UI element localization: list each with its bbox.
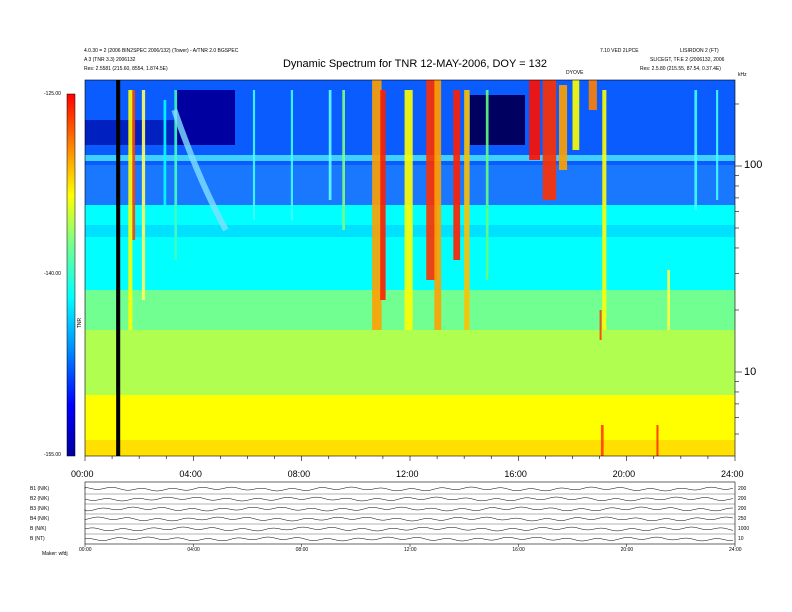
- footer-maker: Maker: wfdj: [42, 551, 68, 557]
- y-axis-ticks: [735, 103, 742, 435]
- burst-streak: [174, 90, 178, 260]
- burst-streak: [132, 90, 136, 240]
- bottom-panel-label: B1 (N/K): [30, 486, 50, 492]
- bottom-panel-right-value: 250: [738, 516, 747, 522]
- burst-streak: [141, 90, 146, 300]
- burst-streak: [529, 80, 540, 160]
- colorbar-tick-top: -125.00: [44, 91, 61, 97]
- bottom-panel-right-value: 200: [738, 486, 747, 492]
- colorbar-label: TNR: [77, 317, 84, 329]
- y-tick-100: 100: [744, 159, 763, 171]
- burst-streak: [485, 90, 489, 280]
- burst-streak: [599, 310, 602, 340]
- x-tick-label: 20:00: [612, 469, 636, 479]
- header-right-line4: Res: 2.5.80 (215.55, 87.54, 0.37.4E): [640, 66, 721, 72]
- burst-streak: [453, 90, 461, 260]
- colorbar-tick-mid: -140.00: [44, 271, 61, 277]
- x-tick-label: 16:00: [504, 469, 527, 479]
- header-right-line3: SLICEGT, TF.E 2 (2006132, 2006: [650, 57, 725, 63]
- bottom-panels-frame: [84, 481, 736, 545]
- bottom-panel-right-value: 10: [738, 536, 744, 542]
- burst-streak: [290, 90, 293, 220]
- burst-streak: [694, 90, 698, 210]
- bottom-panel-label: B2 (N/K): [30, 496, 50, 502]
- burst-streak: [542, 80, 557, 200]
- header-right-line2: LISIRDON 2 (FT): [680, 48, 719, 54]
- burst-streak: [342, 90, 345, 230]
- bottom-panel-trace: [84, 496, 734, 502]
- burst-streak: [404, 90, 413, 330]
- x-tick-label: 12:00: [396, 469, 419, 479]
- x-tick-label: 04:00: [179, 469, 202, 479]
- bottom-panel-label: B4 (N/K): [30, 516, 50, 522]
- burst-streak: [434, 80, 442, 330]
- burst-streak: [667, 270, 670, 330]
- bottom-x-tick-label: 00:00: [79, 547, 92, 553]
- burst-streak: [252, 90, 256, 220]
- bottom-x-tick-label: 08:00: [295, 547, 309, 553]
- band-yellow-bottom-edge: [85, 440, 735, 456]
- bottom-x-tick-label: 24:00: [729, 547, 742, 553]
- bottom-panel-label: B3 (N/K): [30, 506, 50, 512]
- bottom-panel-label: B (N/K): [30, 526, 47, 532]
- bottom-panel-right-value: 200: [738, 496, 747, 502]
- header-right-unit: kHz: [738, 72, 747, 78]
- bottom-panel-lines: [84, 486, 736, 547]
- burst-streak: [380, 90, 386, 300]
- colorbar-tick-bottom: -155.00: [44, 452, 61, 458]
- bottom-x-tick-label: 12:00: [404, 547, 417, 553]
- burst-streak: [328, 90, 332, 200]
- burst-streak: [588, 80, 597, 110]
- burst-streak: [572, 80, 580, 150]
- burst-streak: [602, 90, 607, 330]
- burst-streak: [558, 85, 568, 170]
- header-left-line3: Res: 2.5581 (215.60, 8554, 1.874.5E): [84, 66, 168, 72]
- burst-streak: [656, 425, 659, 456]
- bottom-panel-trace: [84, 486, 734, 492]
- burst-streak: [163, 100, 167, 215]
- x-tick-label: 08:00: [287, 469, 311, 479]
- band-light-green: [85, 330, 735, 395]
- drift-arc: [171, 109, 229, 232]
- burst-streak: [716, 90, 719, 200]
- bottom-x-tick-label: 20:00: [620, 547, 634, 553]
- header-left-line2: A 3 (TNR 3.3) 2006132: [84, 57, 136, 63]
- bottom-panel-right-value: 200: [738, 506, 747, 512]
- bottom-panel-trace: [84, 516, 734, 522]
- header-left-line1: 4.0.30 = 2 (2006 BIN2SPEC 2006/132) (Tow…: [84, 48, 239, 54]
- burst-streak: [426, 80, 438, 280]
- bottom-panel-trace: [84, 536, 734, 542]
- burst-streak: [372, 80, 382, 330]
- burst-streak: [464, 90, 470, 330]
- y-tick-10: 10: [744, 366, 757, 378]
- band-dark-blue-2: [470, 95, 525, 145]
- x-axis-ticks: [84, 456, 736, 461]
- x-tick-label: 00:00: [71, 469, 94, 479]
- bottom-panel-trace: [84, 506, 734, 512]
- data-gap-bar: [116, 80, 121, 456]
- bottom-x-tick-label: 16:00: [512, 547, 525, 553]
- bottom-x-tick-label: 04:00: [187, 547, 200, 553]
- burst-layer: [116, 80, 719, 456]
- colorbar: [66, 93, 76, 457]
- burst-streak: [600, 425, 604, 456]
- burst-streak: [128, 90, 133, 330]
- chart-title: Dynamic Spectrum for TNR 12-MAY-2006, DO…: [282, 58, 547, 70]
- header-right-line1: 7.10 VED 2LPCE: [600, 48, 639, 54]
- bottom-panel-label: B (NT): [30, 536, 45, 542]
- x-tick-label: 24:00: [721, 469, 744, 479]
- bottom-panel-trace: [84, 526, 734, 532]
- header-mid-label: DYOVE: [566, 70, 584, 76]
- bottom-panel-right-value: 1000: [738, 526, 750, 532]
